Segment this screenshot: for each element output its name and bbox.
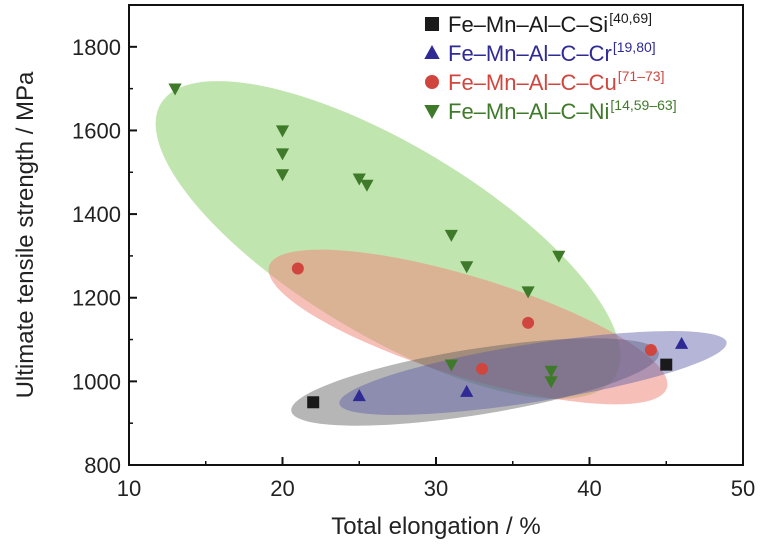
- legend-entry-ref: [40,69]: [609, 10, 652, 26]
- data-point-triangle-up: [352, 389, 366, 402]
- x-tick-label: 10: [117, 476, 141, 501]
- y-tick-label: 1600: [72, 118, 121, 143]
- data-point-triangle-down: [275, 169, 290, 182]
- data-point-circle: [291, 262, 304, 275]
- legend-entry-label: Fe–Mn–Al–C–Ni: [448, 99, 609, 124]
- x-axis-label: Total elongation / %: [331, 513, 540, 540]
- data-point-triangle-down: [544, 376, 558, 389]
- data-point-triangle-down: [444, 359, 458, 372]
- data-point-triangle-down: [168, 83, 182, 96]
- y-tick-label: 800: [84, 453, 121, 478]
- data-point-triangle-down: [275, 125, 290, 138]
- legend-entry-ref: [71–73]: [618, 68, 665, 84]
- data-point-triangle-down: [352, 173, 366, 186]
- data-point-triangle-down: [544, 365, 558, 378]
- x-tick-label: 40: [577, 476, 601, 501]
- data-point-triangle-down: [444, 229, 458, 242]
- legend-entry-label: Fe–Mn–Al–C–Cu: [448, 70, 617, 95]
- x-axis: 10 20 30 40 50: [117, 457, 755, 501]
- y-tick-label: 1000: [72, 369, 121, 394]
- point-layer: [168, 83, 689, 409]
- data-point-triangle-up: [675, 336, 689, 349]
- legend-marker-circle: [425, 75, 439, 89]
- data-point-triangle-down: [275, 148, 290, 161]
- data-point-triangle-down: [552, 250, 566, 263]
- region-cr: [339, 331, 727, 415]
- y-tick-label: 1800: [72, 35, 121, 60]
- data-point-square: [660, 358, 673, 371]
- region-layer: [155, 81, 727, 426]
- data-point-triangle-down: [460, 261, 474, 274]
- data-point-circle: [522, 316, 535, 329]
- legend-entry-label: Fe–Mn–Al–C–Cr: [448, 41, 612, 66]
- legend-entry-label: Fe–Mn–Al–C–Si: [448, 12, 608, 37]
- x-tick-label: 50: [731, 476, 755, 501]
- data-point-circle: [644, 344, 657, 356]
- data-point-triangle-down: [521, 286, 535, 299]
- legend: Fe–Mn–Al–C–Si [40,69] Fe–Mn–Al–C–Cr [19,80]…: [424, 10, 677, 124]
- data-point-square: [307, 396, 320, 409]
- x-tick-label: 30: [424, 476, 448, 501]
- legend-marker-square: [425, 17, 439, 31]
- data-point-triangle-down: [360, 179, 374, 192]
- y-tick-label: 1200: [72, 286, 121, 311]
- legend-entry-ref: [19,80]: [613, 39, 656, 55]
- y-tick-label: 1400: [72, 202, 121, 227]
- legend-marker-triangle-up: [424, 44, 440, 59]
- region-si: [291, 338, 659, 426]
- region-cu: [268, 249, 668, 405]
- data-point-triangle-up: [460, 384, 474, 397]
- x-tick-label: 20: [270, 476, 294, 501]
- y-axis: 800 1000 1200 1400 1600 1800: [72, 35, 137, 478]
- data-point-circle: [476, 362, 489, 375]
- y-axis-label: Ultimate tensile strength / MPa: [12, 71, 39, 398]
- legend-entry-ref: [14,59–63]: [610, 97, 676, 113]
- legend-marker-triangle-down: [424, 105, 440, 120]
